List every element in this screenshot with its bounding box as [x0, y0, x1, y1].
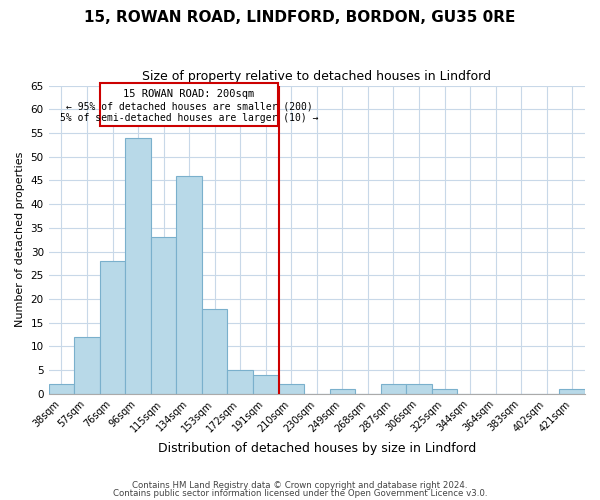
Y-axis label: Number of detached properties: Number of detached properties — [15, 152, 25, 328]
Text: 5% of semi-detached houses are larger (10) →: 5% of semi-detached houses are larger (1… — [59, 112, 318, 122]
Text: 15, ROWAN ROAD, LINDFORD, BORDON, GU35 0RE: 15, ROWAN ROAD, LINDFORD, BORDON, GU35 0… — [85, 10, 515, 25]
Bar — [49, 384, 74, 394]
X-axis label: Distribution of detached houses by size in Lindford: Distribution of detached houses by size … — [158, 442, 476, 455]
Bar — [559, 389, 585, 394]
Bar — [380, 384, 406, 394]
Text: Contains HM Land Registry data © Crown copyright and database right 2024.: Contains HM Land Registry data © Crown c… — [132, 481, 468, 490]
Bar — [100, 261, 125, 394]
Text: Contains public sector information licensed under the Open Government Licence v3: Contains public sector information licen… — [113, 488, 487, 498]
Bar — [432, 389, 457, 394]
Bar — [227, 370, 253, 394]
Bar — [278, 384, 304, 394]
Bar — [125, 138, 151, 394]
Bar — [329, 389, 355, 394]
Bar — [406, 384, 432, 394]
Bar — [176, 176, 202, 394]
FancyBboxPatch shape — [100, 83, 278, 126]
Bar — [74, 337, 100, 394]
Text: ← 95% of detached houses are smaller (200): ← 95% of detached houses are smaller (20… — [65, 101, 312, 111]
Bar — [253, 375, 278, 394]
Bar — [151, 238, 176, 394]
Bar — [202, 308, 227, 394]
Title: Size of property relative to detached houses in Lindford: Size of property relative to detached ho… — [142, 70, 491, 83]
Text: 15 ROWAN ROAD: 200sqm: 15 ROWAN ROAD: 200sqm — [123, 89, 254, 99]
